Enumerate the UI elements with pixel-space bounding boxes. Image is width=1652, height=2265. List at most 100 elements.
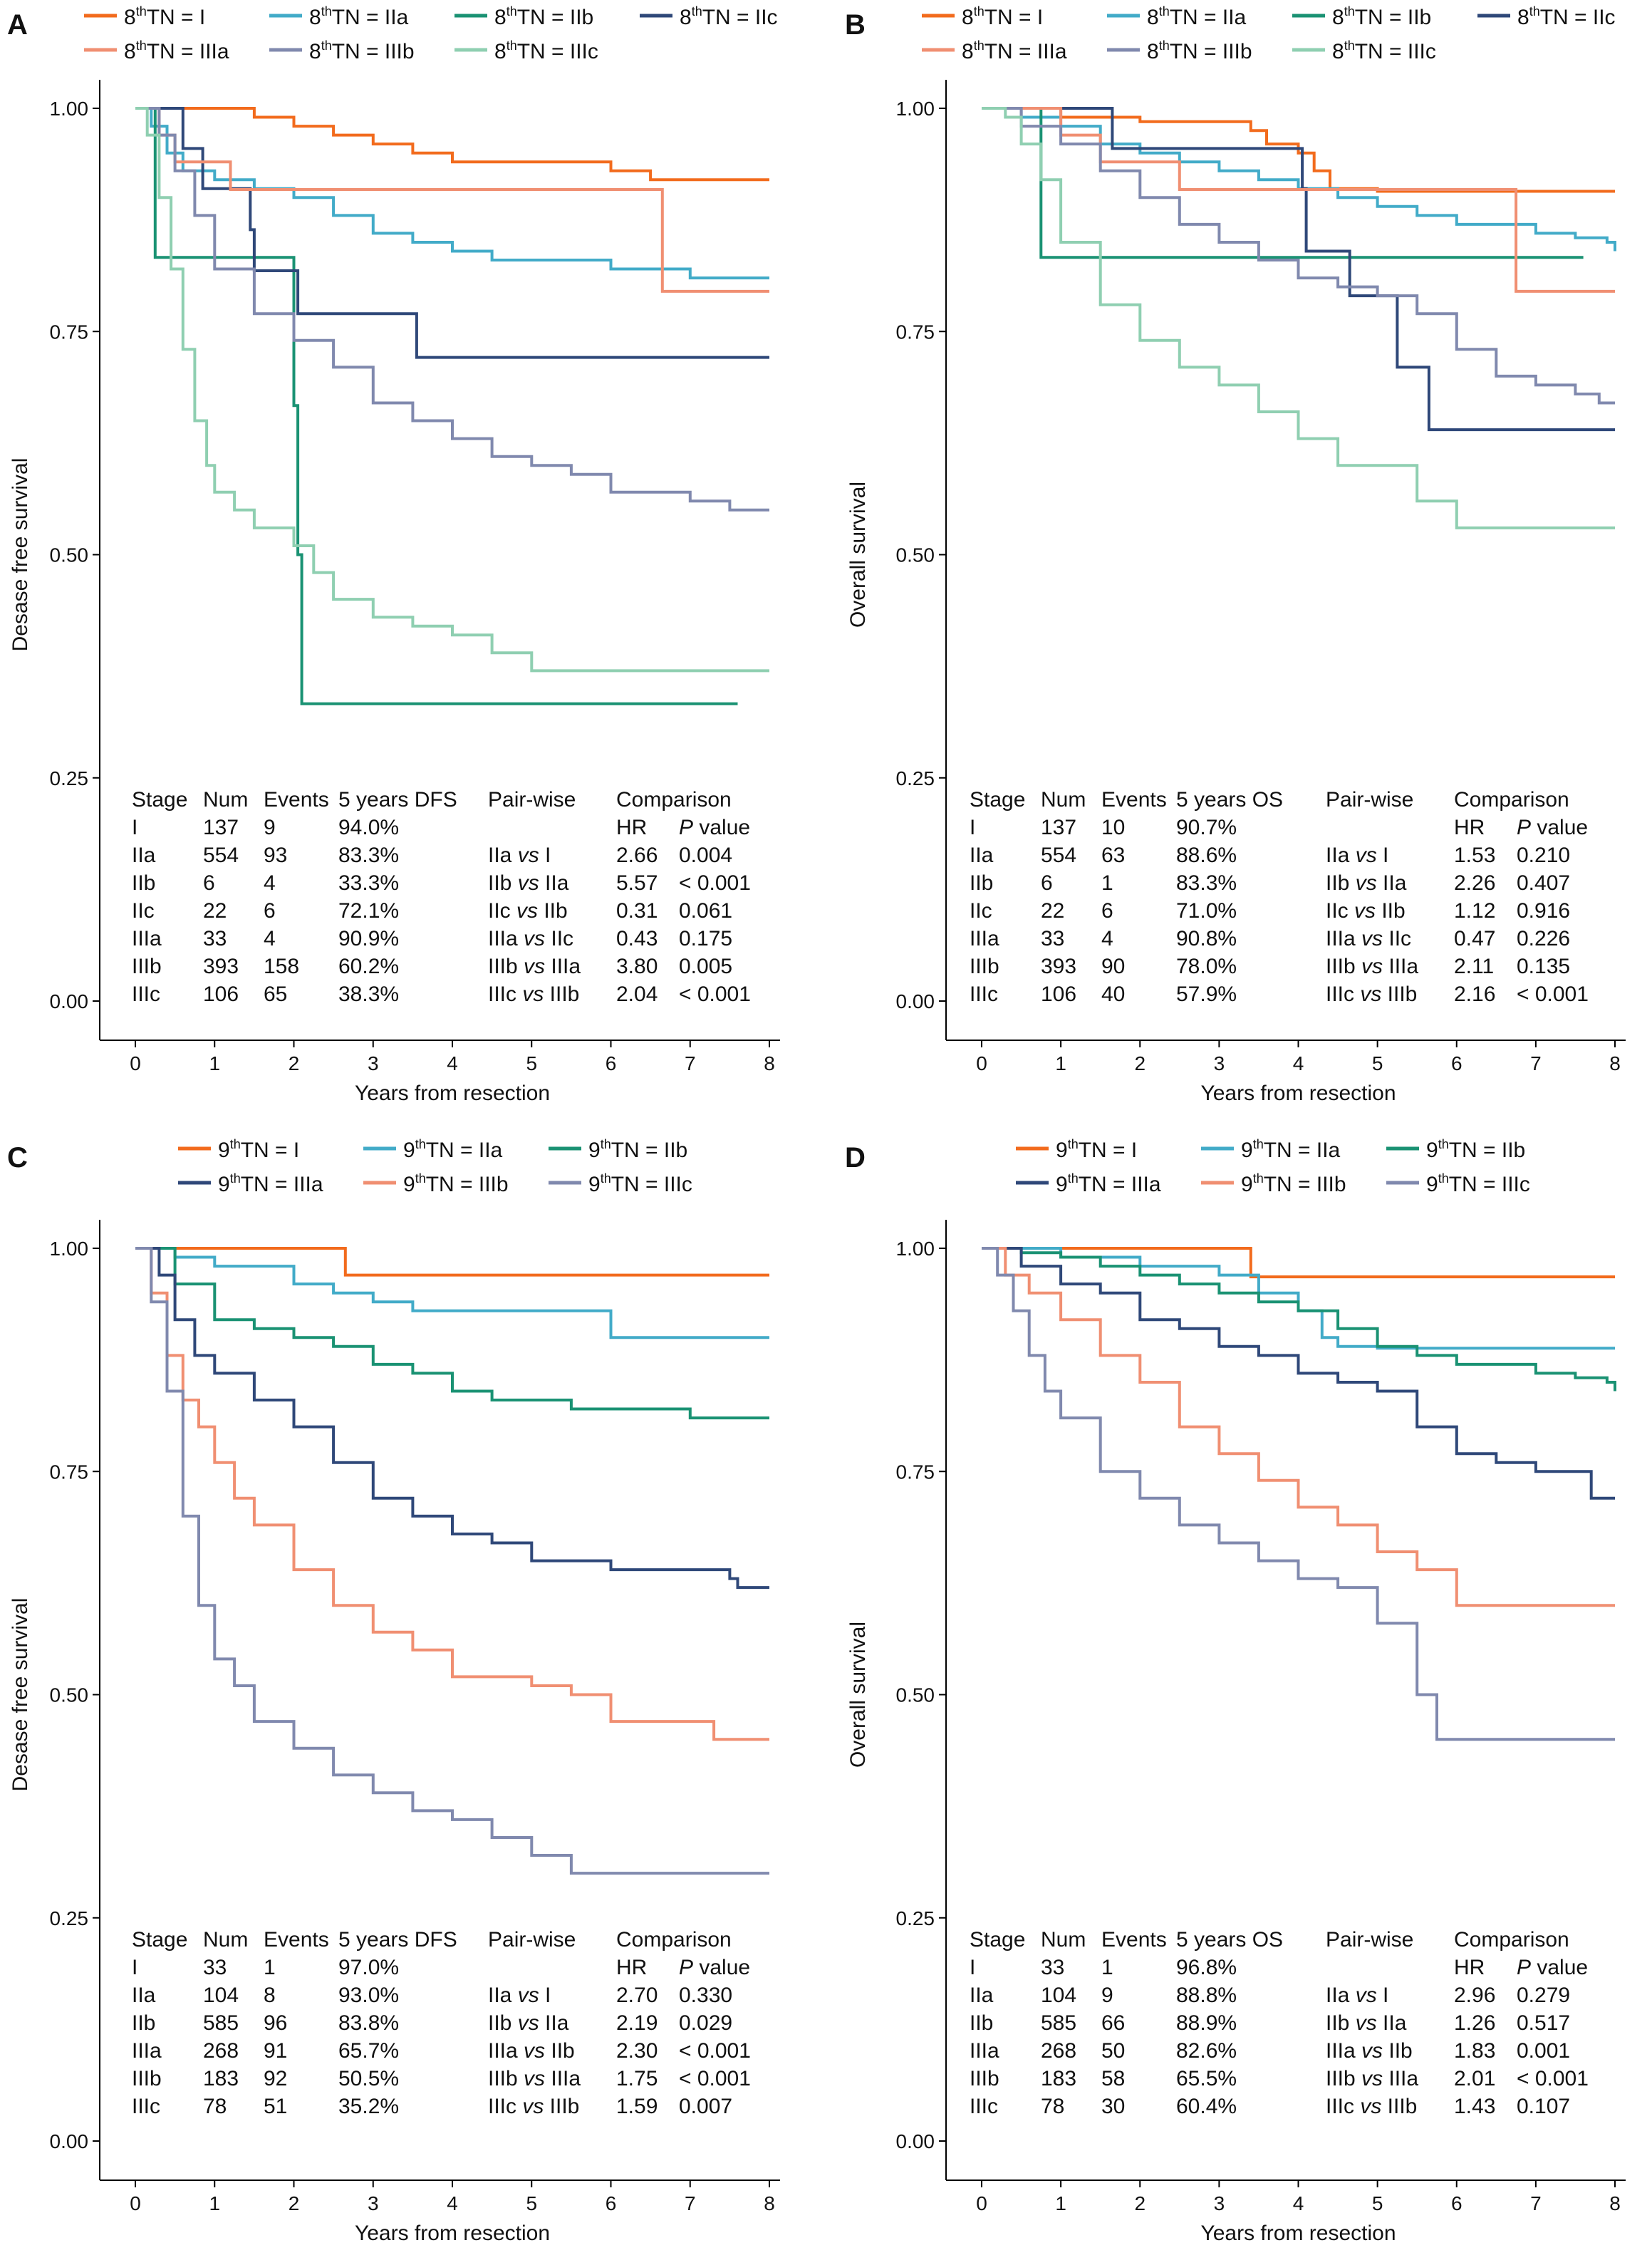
km-curve — [982, 1247, 1616, 1391]
legend-superscript: th — [230, 1137, 241, 1151]
legend-text: TN = I — [1079, 1139, 1138, 1162]
table-cell-hr: 1.83 — [1454, 2039, 1495, 2063]
panel-c: C 9thTN = I 9thTN = IIa 9thTN = IIb 9thTN = … — [7, 1137, 780, 2245]
legend-item: 8thTN = IIb — [454, 4, 593, 29]
table-cell: 83.3% — [1176, 871, 1237, 895]
table-cell: 94.0% — [338, 816, 399, 839]
legend-text: TN = I — [241, 1139, 300, 1162]
panel-a: A 8thTN = I 8thTN = IIa 8thTN = IIb 8thTN = … — [7, 4, 780, 1105]
table-header: Comparison — [1454, 1928, 1569, 1952]
legend-item: 9thTN = IIa — [1201, 1137, 1341, 1162]
table-cell: I — [132, 1956, 137, 1979]
pairwise-right: I — [1377, 844, 1389, 867]
pairwise-left: IIIb — [488, 2067, 524, 2090]
table-cell-hr: 1.75 — [616, 2067, 658, 2090]
legend-label: 8thTN = IIIa — [962, 38, 1067, 63]
legend-superscript: th — [974, 4, 985, 19]
y-tick-label: 0.25 — [50, 1907, 89, 1929]
pairwise-left: IIc — [1326, 899, 1354, 923]
legend-text: TN = IIIa — [241, 1173, 323, 1196]
legend-label: 8thTN = IIc — [1517, 4, 1616, 29]
table-cell: 58 — [1101, 2067, 1125, 2090]
p-italic: P — [1517, 1956, 1531, 1979]
pairwise-vs: vs — [1361, 2039, 1383, 2063]
x-tick-label: 7 — [685, 2192, 696, 2214]
p-rest: value — [1531, 816, 1588, 839]
table-cell: 393 — [1041, 955, 1076, 978]
legend-item: 9thTN = IIb — [1386, 1137, 1525, 1162]
table-cell: 83.8% — [338, 2011, 399, 2035]
table-cell: 90.7% — [1176, 816, 1237, 839]
legend-label: 8thTN = IIb — [1332, 4, 1431, 29]
table-cell-pairwise: IIc vs IIb — [1326, 899, 1406, 923]
table-cell-hr: 2.01 — [1454, 2067, 1495, 2090]
p-rest: value — [693, 1956, 750, 1979]
legend-superscript: th — [321, 4, 332, 19]
table-cell: IIIc — [970, 2095, 998, 2118]
table-header: Comparison — [1454, 788, 1569, 812]
table-subheader-p: P value — [1517, 1956, 1588, 1979]
x-tick-label: 0 — [130, 2192, 141, 2214]
y-tick-label: 0.25 — [50, 767, 89, 789]
p-italic: P — [679, 816, 693, 839]
x-tick-label: 0 — [130, 1052, 141, 1074]
table-cell-pairwise: IIIa vs IIb — [1326, 2039, 1413, 2063]
km-curve — [135, 1247, 769, 1277]
x-tick-label: 5 — [1372, 1052, 1383, 1074]
x-tick-label: 5 — [526, 1052, 537, 1074]
legend-item: 9thTN = IIa — [363, 1137, 503, 1162]
km-curve — [135, 1247, 769, 1420]
pairwise-right: I — [1377, 1984, 1389, 2007]
y-tick-label: 0.75 — [50, 1461, 89, 1483]
pairwise-vs: vs — [524, 2067, 545, 2090]
table-cell: 92 — [264, 2067, 287, 2090]
table-cell: 554 — [203, 844, 239, 867]
y-axis-title: Overall survival — [846, 1622, 870, 1768]
p-italic: P — [1517, 816, 1531, 839]
table-cell: 35.2% — [338, 2095, 399, 2118]
table-cell-pvalue: 0.007 — [679, 2095, 732, 2118]
x-tick-label: 3 — [368, 1052, 379, 1074]
table-cell: 72.1% — [338, 899, 399, 923]
km-curve — [135, 1247, 769, 1590]
x-tick-label: 1 — [209, 2192, 220, 2214]
table-cell: 6 — [203, 871, 215, 895]
table-header: Num — [203, 788, 248, 812]
table-cell-pairwise: IIIc vs IIIb — [1326, 983, 1417, 1006]
pairwise-vs: vs — [1354, 899, 1376, 923]
table-cell-pvalue: 0.005 — [679, 955, 732, 978]
y-tick-label: 1.00 — [50, 1238, 89, 1260]
table-header: Comparison — [616, 1928, 732, 1952]
table-subheader-hr: HR — [1454, 816, 1485, 839]
table-cell-pairwise: IIb vs IIa — [1326, 871, 1407, 895]
table-cell-pvalue: < 0.001 — [679, 2067, 751, 2090]
table-cell-hr: 0.47 — [1454, 927, 1495, 950]
km-curve — [982, 1247, 1615, 1350]
legend-label: 9thTN = IIIb — [403, 1171, 509, 1196]
panel-letter: D — [845, 1142, 866, 1173]
legend-superscript: th — [1068, 1171, 1079, 1186]
legend-text: TN = IIIc — [1355, 40, 1436, 63]
x-tick-label: 1 — [1055, 2192, 1066, 2214]
table-cell-pairwise: IIb vs IIa — [488, 871, 569, 895]
x-axis-title: Years from resection — [1200, 2222, 1396, 2245]
pairwise-vs: vs — [1360, 983, 1381, 1006]
table-header: Pair-wise — [488, 788, 576, 812]
x-tick-label: 4 — [1293, 1052, 1304, 1074]
table-header: Events — [264, 788, 329, 812]
km-curve — [982, 1247, 1615, 1500]
table-cell: IIb — [132, 871, 155, 895]
table-subheader-p: P value — [1517, 816, 1588, 839]
table-cell-pvalue: 0.407 — [1517, 871, 1570, 895]
table-cell: 554 — [1041, 844, 1076, 867]
table-cell: 30 — [1101, 2095, 1125, 2118]
y-tick-label: 0.75 — [50, 321, 89, 343]
table-cell-hr: 2.04 — [616, 983, 658, 1006]
table-cell: IIIc — [132, 2095, 160, 2118]
table-cell: 158 — [264, 955, 299, 978]
table-cell: 106 — [1041, 983, 1076, 1006]
pairwise-left: IIc — [488, 899, 516, 923]
table-cell: 78 — [1041, 2095, 1064, 2118]
legend-item: 9thTN = IIIa — [178, 1171, 323, 1196]
km-curve — [135, 107, 738, 705]
